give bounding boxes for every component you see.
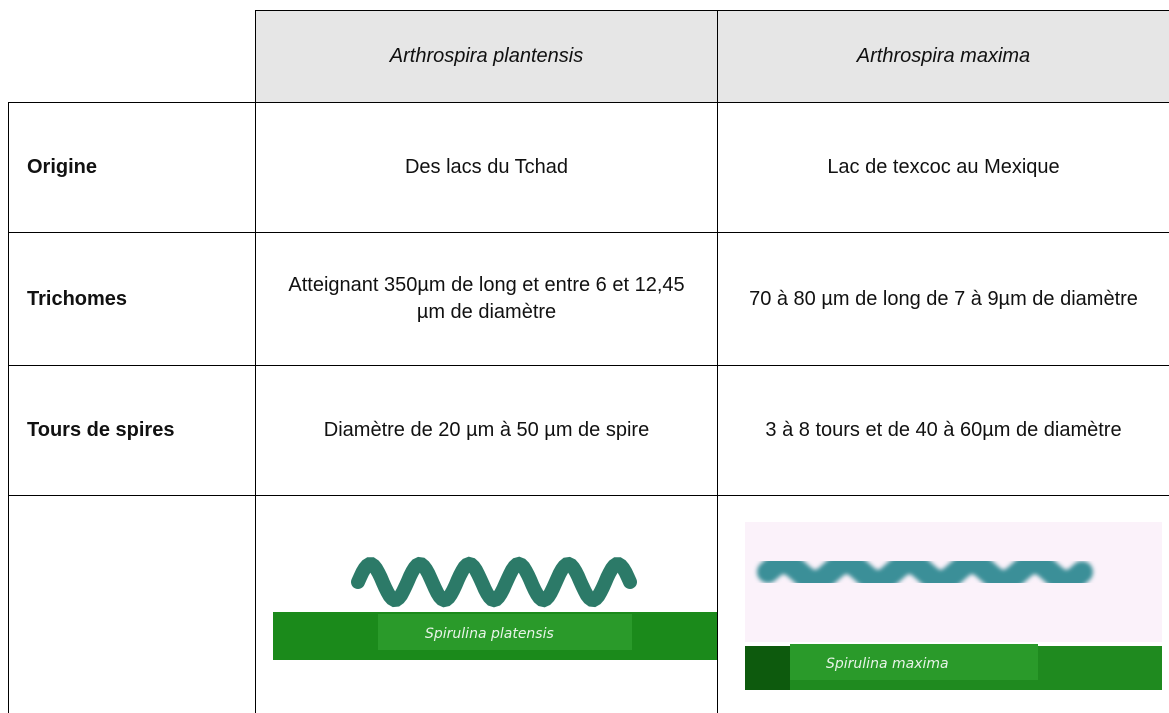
row-label: Tours de spires <box>27 419 175 441</box>
border <box>8 102 9 713</box>
border <box>8 495 1169 496</box>
border <box>717 10 718 713</box>
border <box>8 102 1169 103</box>
cell: Atteignant 350µm de long et entre 6 et 1… <box>288 274 685 323</box>
cell: Diamètre de 20 µm à 50 µm de spire <box>323 419 650 441</box>
cell: Des lacs du Tchad <box>404 156 569 178</box>
border <box>255 10 1169 11</box>
spiral-image <box>757 551 1093 593</box>
spiral-image <box>351 556 637 608</box>
image-caption: Spirulina platensis <box>425 626 554 642</box>
image-label-box <box>790 644 1038 680</box>
image-band <box>745 646 790 690</box>
image-label-box <box>378 614 632 650</box>
cell: 70 à 80 µm de long de 7 à 9µm de diamètr… <box>749 287 1138 310</box>
row-label: Trichomes <box>27 287 128 310</box>
header-cell: Arthrospira plantensis <box>256 11 717 102</box>
image-caption: Spirulina maxima <box>826 656 949 672</box>
cell: 3 à 8 tours et de 40 à 60µm de diamètre <box>765 419 1122 441</box>
border <box>8 365 1169 366</box>
border <box>8 232 1169 233</box>
border <box>255 10 256 713</box>
row-label: Origine <box>27 156 98 178</box>
cell: Lac de texcoc au Mexique <box>827 156 1060 178</box>
header-cell: Arthrospira maxima <box>718 11 1169 102</box>
